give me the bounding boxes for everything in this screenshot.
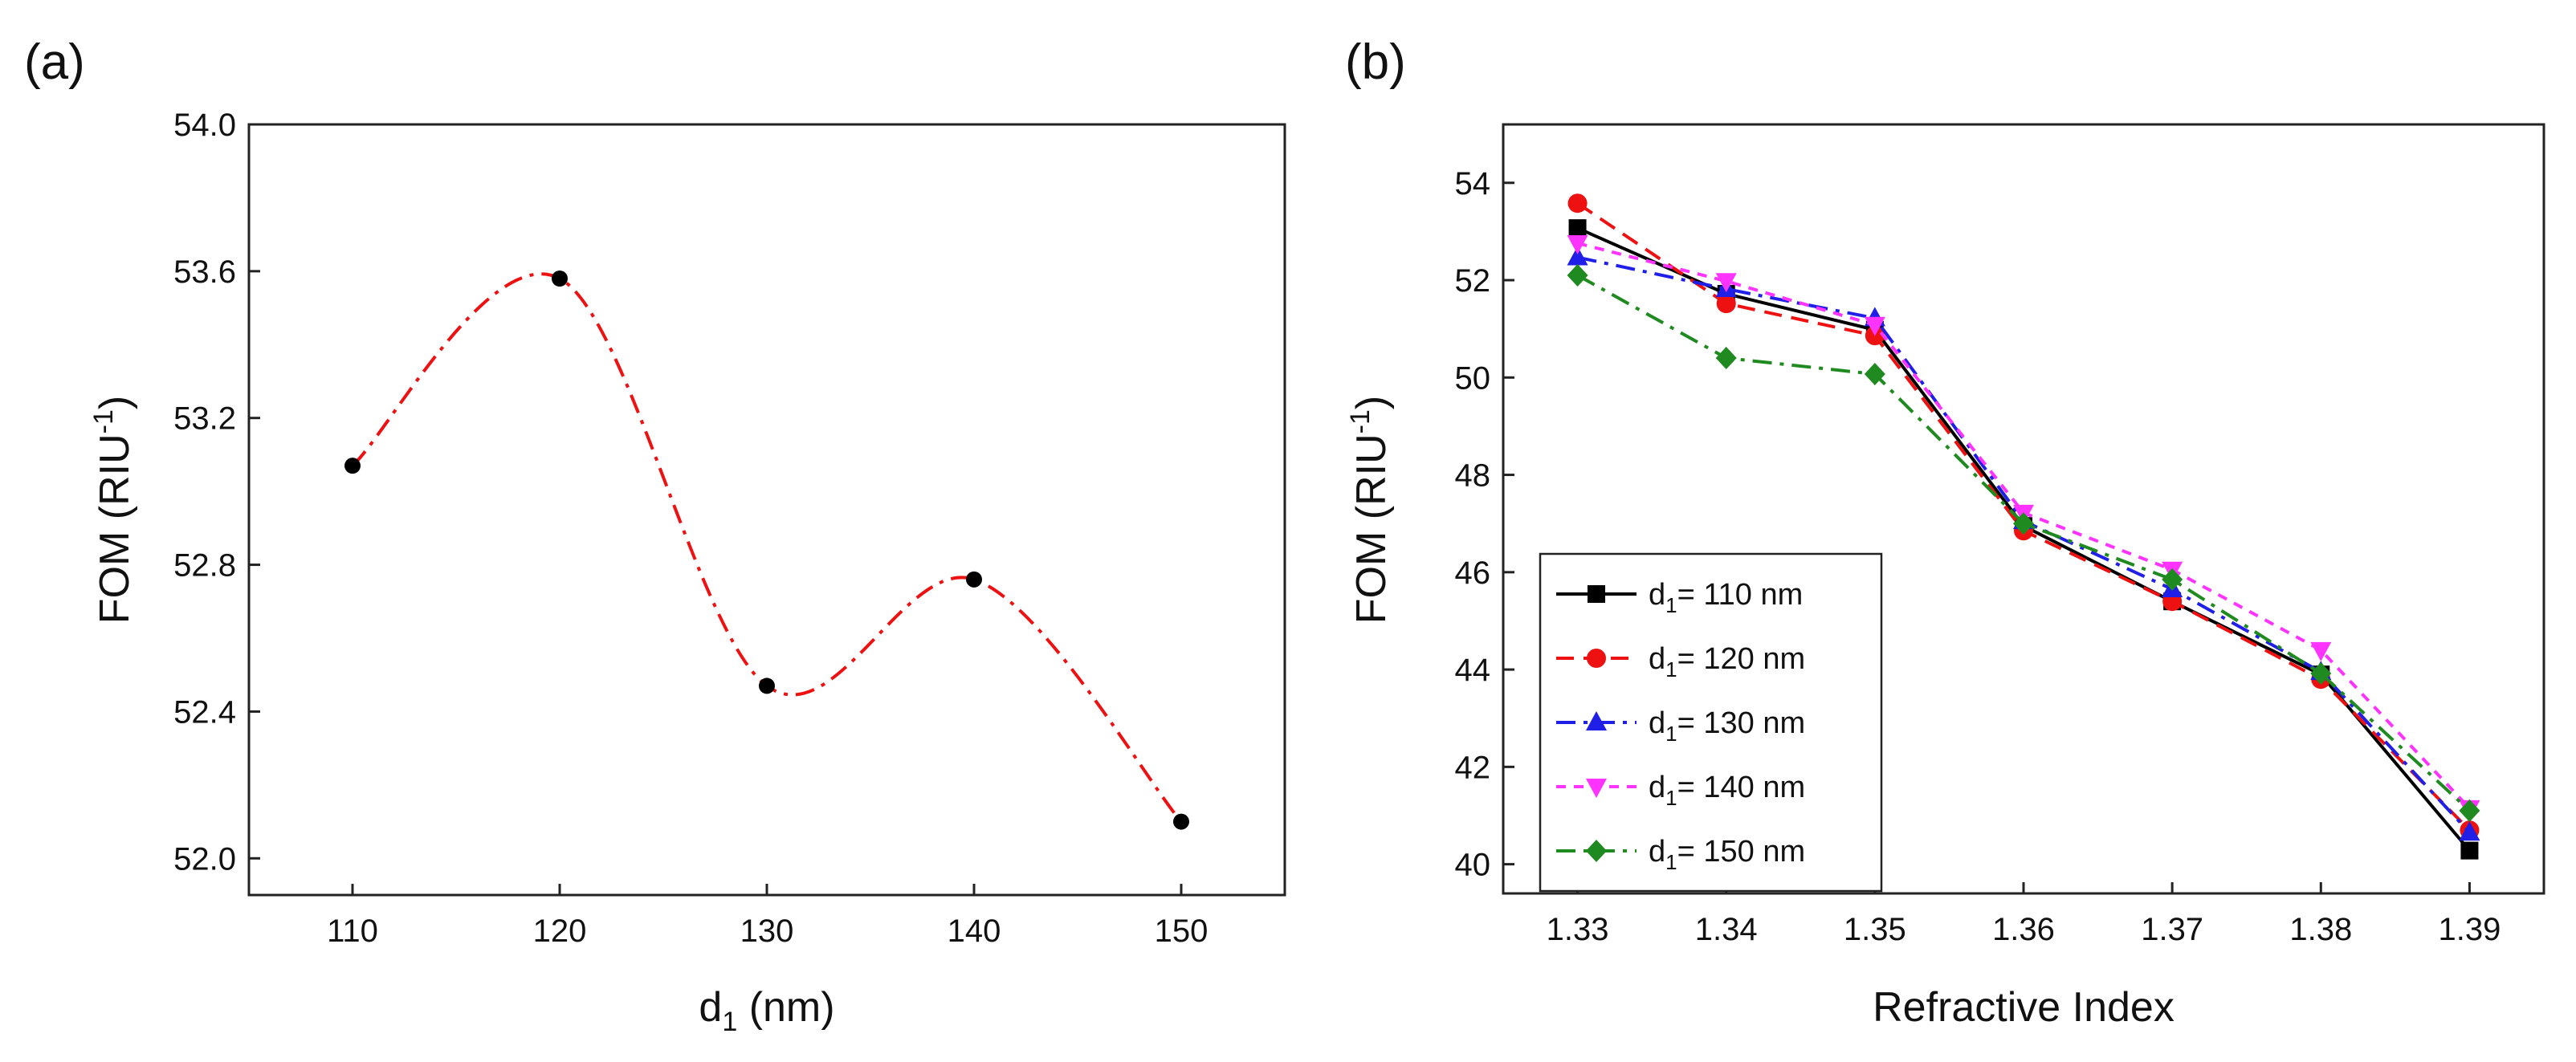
panel-a-y-tick-label: 52.0 [173, 841, 236, 877]
panel-b-ticks: 1.33 1.34 1.35 1.36 1.37 1.38 1.39 40 42 44 46 48 50… [1455, 166, 2501, 947]
panel-a-xlabel-tail: (nm) [737, 984, 834, 1031]
panel-b-data-point-4 [2310, 661, 2332, 685]
panel-b-y-tick-label: 52 [1455, 263, 1491, 299]
panel-b-label: (b) [1345, 35, 1406, 90]
panel-b-data-point-4 [2459, 799, 2480, 822]
panel-b-data-point-2 [2459, 821, 2480, 841]
panel-b-ylabel-tail: ) [1348, 396, 1395, 409]
legend-marker-1 [1587, 649, 1606, 668]
panel-a-data-point [759, 677, 775, 694]
panel-a-ylabel-main: FOM (RIU [92, 433, 138, 624]
panel-a-y-tick-label: 52.4 [173, 694, 236, 730]
panel-a-ylabel-tail: ) [92, 396, 138, 409]
panel-a-data-point [966, 571, 982, 588]
panel-b-data-point-1 [1716, 294, 1736, 314]
panel-a-x-tick-label: 110 [327, 913, 378, 949]
panel-a-series [344, 271, 1189, 830]
panel-a-y-tick-label: 53.2 [173, 401, 236, 437]
panel-b: (b) 1.33 1.34 1.35 1.36 1.37 1.38 1.39 40 42 44 46… [1345, 35, 2545, 1031]
panel-a-series-line [351, 272, 1183, 823]
panel-a-plot-frame [247, 123, 1286, 897]
panel-a-y-tick-label: 52.8 [173, 548, 236, 584]
panel-b-data-point-4 [1864, 363, 1885, 386]
panel-b-y-tick-label: 48 [1455, 458, 1491, 494]
panel-a-x-axis-title: d1 (nm) [699, 984, 834, 1037]
panel-b-y-tick-label: 50 [1455, 360, 1491, 396]
panel-b-y-tick-label: 46 [1455, 555, 1491, 591]
panel-a-ylabel-sup: -1 [88, 409, 119, 433]
panel-b-x-axis-title: Refractive Index [1873, 984, 2175, 1031]
panel-a-xlabel-sub: 1 [722, 1007, 737, 1037]
legend-marker-3 [1586, 779, 1607, 798]
panel-b-x-tick-label: 1.37 [2141, 912, 2203, 947]
panel-b-x-tick-label: 1.35 [1844, 912, 1906, 947]
panel-b-y-tick-label: 40 [1455, 848, 1491, 883]
panel-a-data-point [344, 458, 361, 474]
panel-a-x-tick-label: 140 [948, 913, 1001, 949]
legend-label-3: d1= 140 nm [1649, 771, 1805, 810]
legend-marker-2 [1586, 711, 1607, 730]
panel-a-ticks: 110 120 130 140 150 52.0 52.4 52.8 53.2 53.6 54.0 [173, 108, 1208, 949]
panel-a-x-tick-label: 130 [740, 913, 794, 949]
panel-a-x-tick-label: 120 [533, 913, 587, 949]
panel-a: (a) 110 120 130 140 150 52.0 52.4 52.8 53.2 53.6 5… [24, 35, 1286, 1037]
panel-b-y-axis-title: FOM (RIU-1) [1345, 396, 1395, 624]
panel-a-x-tick-label: 150 [1155, 913, 1209, 949]
panel-b-data-point-3 [1567, 234, 1588, 254]
panel-b-ylabel-main: FOM (RIU [1348, 433, 1395, 624]
panel-b-data-point-0 [2460, 841, 2479, 860]
panel-a-y-axis-title: FOM (RIU-1) [88, 396, 138, 624]
panel-a-xlabel-main: d [699, 984, 722, 1031]
panel-b-data-point-4 [2162, 568, 2183, 591]
legend-marker-4 [1586, 840, 1607, 862]
panel-b-y-tick-label: 54 [1455, 166, 1491, 201]
panel-b-data-point-4 [1715, 347, 1737, 370]
panel-b-data-point-2 [1567, 246, 1588, 266]
legend-label-0: d1= 110 nm [1649, 578, 1803, 617]
legend-marker-0 [1588, 585, 1605, 603]
panel-b-ylabel-sup: -1 [1345, 409, 1376, 433]
panel-b-legend: d1= 110 nm d1= 120 nm d1= 130 nm d1= 140 nm… [1539, 552, 1883, 893]
panel-b-data-point-3 [2310, 641, 2332, 661]
panel-a-data-point [1173, 813, 1189, 830]
panel-b-x-tick-label: 1.33 [1547, 912, 1609, 947]
panel-b-x-tick-label: 1.38 [2289, 912, 2352, 947]
panel-b-series [1567, 193, 2480, 860]
panel-b-y-tick-label: 44 [1455, 653, 1491, 688]
legend-label-4: d1= 150 nm [1649, 835, 1805, 874]
panel-b-x-tick-label: 1.34 [1695, 912, 1758, 947]
panel-b-data-point-4 [2013, 512, 2034, 535]
panel-b-data-point-3 [1715, 273, 1737, 293]
panel-b-x-tick-label: 1.39 [2438, 912, 2501, 947]
panel-b-data-point-0 [1568, 219, 1587, 238]
panel-b-data-point-3 [1864, 316, 1885, 336]
legend-label-1: d1= 120 nm [1649, 642, 1805, 682]
panel-b-x-tick-label: 1.36 [1992, 912, 2055, 947]
panel-b-data-point-1 [1567, 193, 1588, 214]
panel-b-data-point-4 [1567, 263, 1588, 287]
legend-label-2: d1= 130 nm [1649, 706, 1805, 746]
panel-b-y-tick-label: 42 [1455, 750, 1491, 785]
panel-a-label: (a) [24, 35, 85, 90]
panel-a-y-tick-label: 53.6 [173, 254, 236, 290]
panel-a-y-tick-label: 54.0 [173, 108, 236, 143]
panel-a-data-point [552, 271, 568, 287]
